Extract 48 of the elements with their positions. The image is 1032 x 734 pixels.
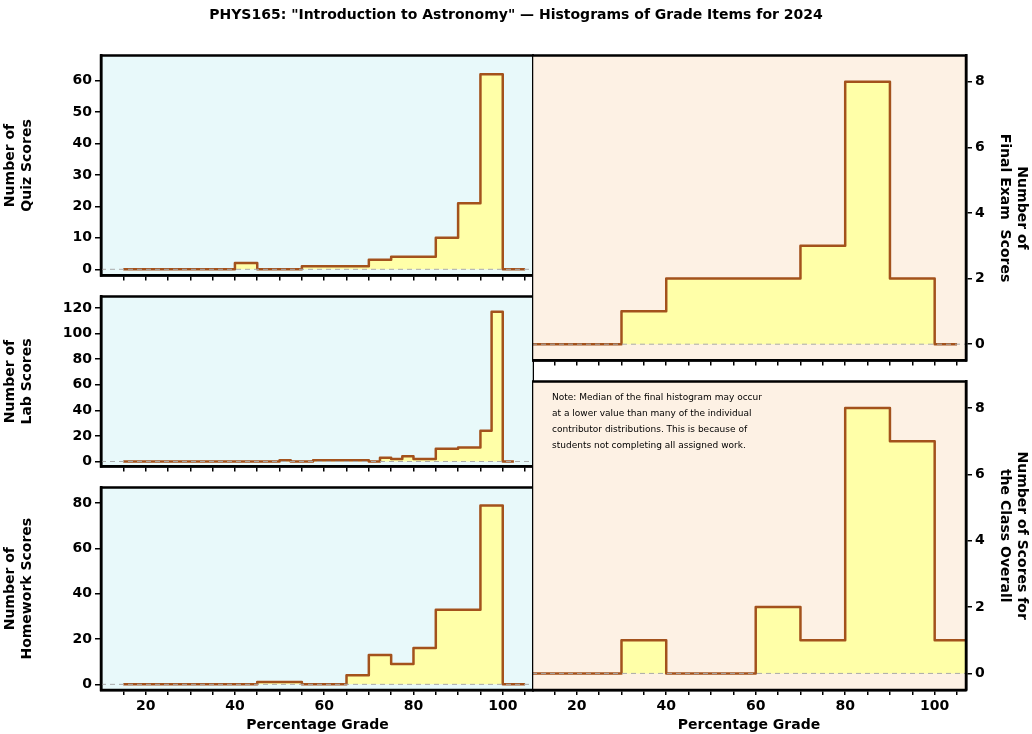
y2-tick-label: 0 (975, 334, 985, 351)
y2-tick-label: 4 (975, 531, 985, 548)
annotation: Note: Median of the final histogram may occur at a lower value than many of the individual contributor distributions. This is because of students not completing all assigned work. (552, 392, 763, 451)
y-tick-label: 10 (72, 228, 93, 245)
y-tick-label: 30 (72, 165, 93, 182)
y2-tick-label: 6 (975, 464, 985, 481)
y2-axis-title: Number of Scores for the Class Overall (998, 451, 1031, 620)
y2-tick-label: 2 (975, 269, 985, 286)
x-tick-label: 100 (920, 697, 950, 714)
y-tick-label: 20 (72, 197, 93, 214)
y-tick-label: 60 (72, 539, 93, 556)
y-tick-label: 80 (72, 349, 93, 366)
y-tick-label: 40 (72, 400, 93, 417)
y-axis-title: Number of Lab Scores (1, 338, 34, 425)
x-tick-label: 100 (488, 697, 518, 714)
y2-axis-title: Number of Final Exam Scores (998, 133, 1031, 283)
x-tick-label: 60 (314, 697, 335, 714)
y-tick-label: 60 (72, 375, 93, 392)
y-tick-label: 100 (62, 324, 93, 341)
x-axis-title: Percentage Grade (677, 716, 821, 733)
x-tick-label: 40 (225, 697, 245, 714)
y2-tick-label: 0 (975, 664, 985, 681)
x-tick-label: 80 (403, 697, 424, 714)
y-tick-label: 40 (72, 584, 93, 601)
chart-title: PHYS165: "Introduction to Astronomy" — Histograms of Grade Items for 2024 (208, 6, 824, 22)
y-tick-label: 0 (82, 452, 93, 469)
y-tick-label: 0 (82, 674, 93, 691)
x-tick-label: 20 (567, 697, 587, 714)
x-tick-label: 40 (656, 697, 677, 714)
y2-tick-label: 2 (975, 597, 985, 614)
x-axis-title: Percentage Grade (246, 716, 389, 733)
y-tick-label: 120 (62, 298, 93, 315)
y-axis-title: Number of Quiz Scores (1, 119, 34, 212)
y2-tick-label: 8 (975, 72, 985, 89)
y-axis-title: Number of Homework Scores (1, 517, 34, 660)
y-tick-label: 0 (82, 259, 93, 276)
y2-tick-label: 4 (975, 203, 985, 220)
y-tick-label: 50 (72, 102, 93, 119)
y-tick-label: 20 (72, 629, 93, 646)
y-tick-label: 40 (72, 134, 93, 151)
y-tick-label: 80 (72, 493, 93, 510)
x-tick-label: 80 (835, 697, 856, 714)
y2-tick-label: 8 (975, 398, 985, 415)
x-tick-label: 20 (135, 697, 156, 714)
y-tick-label: 20 (72, 426, 93, 443)
x-tick-label: 60 (745, 697, 766, 714)
y-tick-label: 60 (72, 71, 93, 88)
y2-tick-label: 6 (975, 137, 985, 154)
